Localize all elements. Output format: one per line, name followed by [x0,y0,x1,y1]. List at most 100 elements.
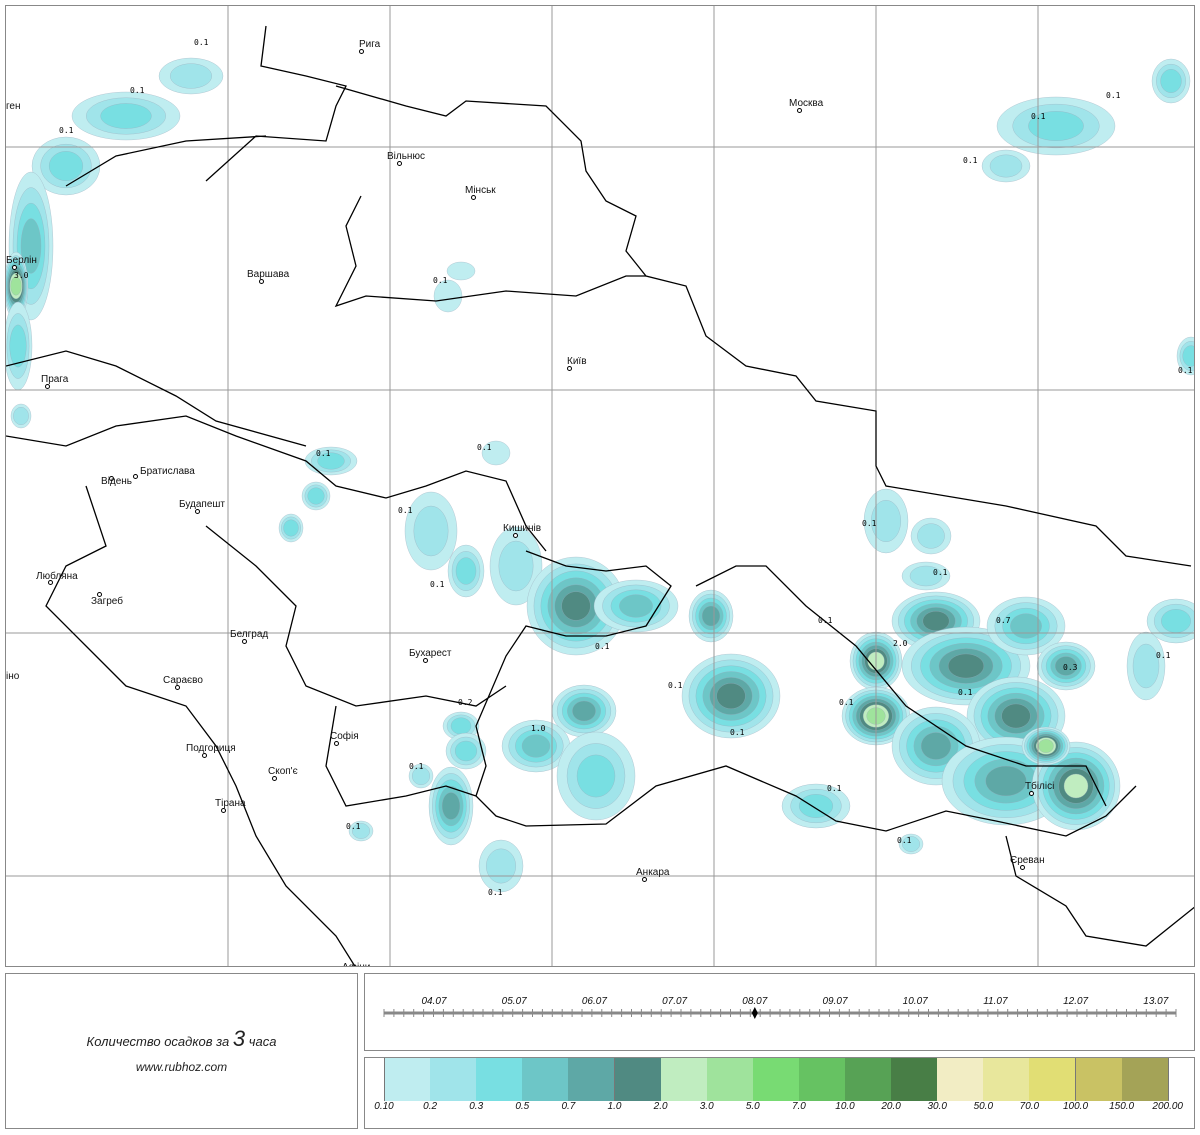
city-label: Будапешт [179,499,225,510]
timeline-date[interactable]: 06.07 [581,996,607,1007]
current-time-marker[interactable] [751,1007,758,1019]
city-marker [471,195,476,200]
precip-area [917,523,945,549]
precip-value-label: 0.1 [433,276,448,285]
precip-value-label: 0.1 [488,888,503,897]
legend-label: 30.0 [927,1101,947,1112]
city-label: Братислава [140,466,195,477]
city-label: Прага [41,374,69,385]
timeline-date[interactable]: 13.07 [1143,996,1169,1007]
precip-value-label: 0.7 [996,616,1011,625]
city-marker [202,753,207,758]
precip-value-label: 0.1 [130,86,145,95]
timeline-date[interactable]: 10.07 [902,996,928,1007]
precip-value-label: 0.1 [839,698,854,707]
precip-value-label: 1.0 [531,724,546,733]
precip-area [454,740,478,762]
timeline-date[interactable]: 04.07 [421,996,447,1007]
city-marker [567,366,572,371]
precip-value-label: 0.1 [1178,366,1193,375]
precip-value-label: 0.1 [316,449,331,458]
precip-area [1160,69,1182,93]
precip-area [902,836,920,852]
legend-swatch [614,1058,662,1101]
city-marker [97,592,102,597]
title-suffix: часа [248,1034,277,1049]
city-marker [175,685,180,690]
legend-label: 0.3 [469,1101,484,1112]
precip-value-label: 0.1 [818,616,833,625]
title-prefix: Количество осадков за [86,1034,230,1049]
precip-value-label: 3.0 [14,271,29,280]
legend-swatch [798,1058,846,1101]
precip-area [283,519,299,537]
city-marker [797,108,802,113]
precip-value-label: 0.1 [409,762,424,771]
precip-area [1182,345,1194,367]
city-marker [1029,791,1034,796]
city-marker [359,49,364,54]
city-label: Кишинів [503,523,542,534]
legend-label: 5.0 [745,1101,760,1112]
precip-area [1001,703,1031,729]
precip-area [20,218,42,274]
timeline-date[interactable]: 09.07 [822,996,848,1007]
timeline-date[interactable]: 11.07 [983,996,1008,1007]
border-line [45,485,356,966]
precip-area [985,765,1027,797]
legend-swatch [937,1058,985,1101]
legend-swatch [845,1058,892,1101]
border-line [334,195,646,308]
legend-swatch [983,1058,1031,1101]
timeline-axis[interactable] [365,974,1196,1052]
precip-area [521,734,551,758]
precip-area [576,754,616,798]
city-label: Любляна [36,571,78,582]
city-label: Москва [789,98,824,109]
precip-value-label: 0.2 [458,698,473,707]
precip-value-label: 0.1 [730,728,745,737]
precip-area [572,700,596,722]
city-label: Афіни [342,962,370,966]
timeline-date[interactable]: 12.07 [1063,996,1089,1007]
legend-label: 2.0 [653,1101,668,1112]
timeline[interactable]: 04.07 05.07 06.07 07.07 08.07 09.07 10.07 11.07… [364,973,1195,1051]
legend-label: 100.0 [1062,1101,1089,1112]
precip-value-label: 2.0 [893,639,908,648]
precip-area [909,565,943,587]
legend-swatch [891,1058,939,1101]
precip-value-label: 0.1 [194,38,209,47]
precip-value-label: 0.1 [933,568,948,577]
precip-area [1132,643,1160,689]
precip-area [920,732,952,760]
city-marker [642,877,647,882]
precip-value-label: 0.1 [1156,651,1171,660]
city-label: Тбілісі [1025,781,1055,792]
border-line [6,350,307,447]
title-hours: 3 [232,1026,246,1051]
color-legend: 0.10 0.2 0.3 0.5 0.7 1.0 2.0 3.0 5.0 7.0 10.0 20.0 3… [364,1057,1195,1129]
precip-value-label: 0.1 [595,642,610,651]
city-label: Вільнюс [387,151,425,162]
precip-area [455,557,477,585]
precipitation-map[interactable]: Рига Москва Вільнюс Мінськ Берлін Варшава Київ… [5,5,1195,967]
border-line [205,525,507,707]
timeline-date[interactable]: 05.07 [501,996,527,1007]
legend-label: 70.0 [1019,1101,1040,1112]
city-label: ген [6,101,21,112]
city-label: Відень [101,476,133,487]
city-marker [1020,865,1025,870]
city-label: Рига [359,39,381,50]
precip-area [10,276,22,296]
precip-area [100,103,152,129]
city-label: Київ [567,356,587,367]
city-label: Бухарест [409,648,452,659]
timeline-date[interactable]: 07.07 [662,996,688,1007]
precip-area [352,823,370,839]
precip-value-label: 0.3 [1063,663,1078,672]
timeline-date[interactable]: 08.07 [742,996,768,1007]
legend-label: 0.7 [561,1101,576,1112]
precip-value-label: 0.1 [346,822,361,831]
precip-value-label: 0.1 [827,784,842,793]
info-panel: Количество осадков за 3 часа www.rubhoz.… [5,973,358,1129]
